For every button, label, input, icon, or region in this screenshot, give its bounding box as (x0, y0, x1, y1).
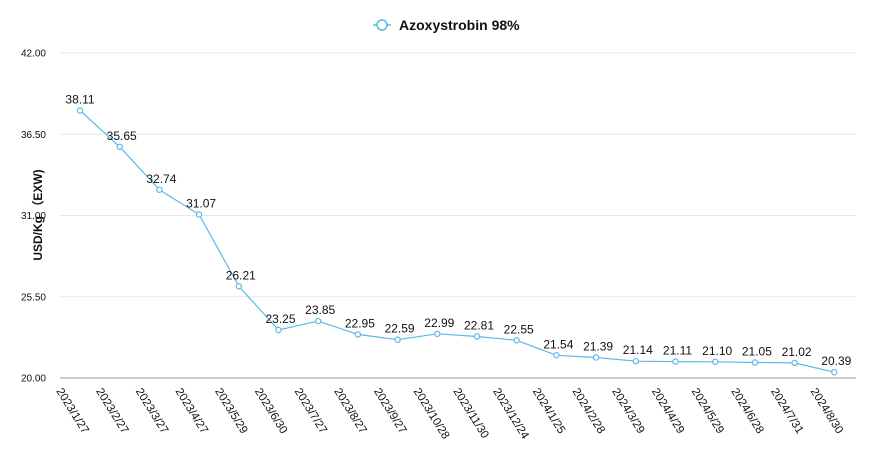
data-point (354, 331, 362, 338)
data-point (632, 357, 640, 365)
x-tick-label: 2023/3/27 (133, 386, 170, 436)
series-line (79, 110, 835, 373)
x-tick-label: 2023/1/27 (53, 386, 90, 436)
x-tick-label: 2024/3/29 (609, 386, 646, 436)
y-tick-label: 20.00 (21, 374, 46, 385)
x-tick-label: 2023/9/27 (371, 386, 408, 436)
x-tick-labels: 2023/1/27 2023/2/27 2023/3/27 2023/4/27 2023… (53, 386, 845, 442)
x-tick-label: 2024/2/28 (570, 386, 607, 436)
data-point (831, 369, 838, 376)
y-tick-label: 36.50 (21, 130, 46, 141)
data-point (195, 211, 203, 218)
data-point (275, 326, 282, 334)
data-point (553, 352, 560, 359)
x-tick-label: 2024/6/28 (728, 386, 765, 436)
data-point (513, 337, 520, 344)
legend-circle-marker (376, 19, 388, 31)
x-tick-label: 2023/7/27 (292, 386, 329, 436)
x-tick-label: 2023/12/24 (490, 386, 531, 442)
y-tick-label: 25.50 (21, 292, 46, 303)
data-label: 23.85 (305, 303, 335, 317)
x-tick-label: 2023/8/27 (331, 386, 368, 436)
data-points (76, 107, 838, 376)
data-label: 22.81 (464, 318, 494, 332)
x-tick-label: 2024/8/30 (808, 386, 845, 436)
data-label: 22.55 (504, 322, 534, 336)
data-point (672, 358, 679, 365)
grid-lines (60, 52, 856, 379)
legend: Azoxystrobin 98% (373, 17, 520, 33)
data-point (791, 359, 798, 367)
data-label: 32.74 (146, 172, 176, 186)
data-label: 22.99 (424, 316, 454, 330)
x-tick-label: 2024/1/25 (530, 386, 567, 436)
x-tick-label: 2023/2/27 (93, 386, 130, 436)
y-tick-label: 31.00 (21, 211, 46, 222)
data-label: 21.02 (782, 345, 812, 359)
data-label: 21.14 (623, 343, 653, 357)
x-tick-label: 2024/4/29 (649, 386, 686, 436)
x-tick-label: 2023/4/27 (173, 386, 210, 436)
x-tick-label: 2023/5/29 (212, 386, 249, 436)
data-point (592, 354, 600, 361)
x-tick-label: 2024/5/29 (689, 386, 726, 436)
data-point (156, 186, 163, 193)
data-label: 26.21 (226, 268, 256, 282)
data-label: 20.39 (821, 354, 851, 368)
data-label: 22.59 (385, 322, 415, 336)
data-point (315, 317, 322, 325)
y-tick-labels: 20.00 25.50 31.00 36.50 42.00 (21, 49, 46, 385)
data-point (712, 358, 719, 365)
data-point (76, 107, 84, 114)
data-label: 22.95 (345, 316, 375, 330)
data-label: 21.11 (663, 344, 692, 358)
data-point (116, 143, 123, 151)
data-label: 35.65 (107, 129, 137, 143)
data-label: 21.54 (543, 337, 573, 351)
data-point (394, 336, 401, 343)
y-tick-label: 42.00 (21, 49, 46, 60)
data-label: 21.05 (742, 344, 772, 358)
y-axis-label: USD/Kg （EXW) (30, 169, 45, 260)
x-tick-label: 2023/11/30 (450, 386, 490, 440)
data-label: 23.25 (265, 312, 295, 326)
data-point (434, 330, 441, 338)
data-label: 21.10 (702, 344, 732, 358)
data-point (473, 333, 481, 340)
data-labels: 38.11 35.65 32.74 31.07 26.21 23.25 23.85 22.95… (65, 92, 851, 368)
data-label: 31.07 (186, 196, 216, 210)
x-tick-label: 2023/6/30 (252, 386, 289, 436)
data-label: 21.39 (583, 339, 613, 353)
x-tick-label: 2023/10/28 (411, 386, 452, 441)
data-point (751, 359, 759, 366)
data-label: 38.11 (65, 92, 94, 106)
x-tick-label: 2024/7/31 (768, 386, 805, 436)
data-point (235, 283, 242, 290)
legend-label: Azoxystrobin 98% (399, 17, 520, 33)
